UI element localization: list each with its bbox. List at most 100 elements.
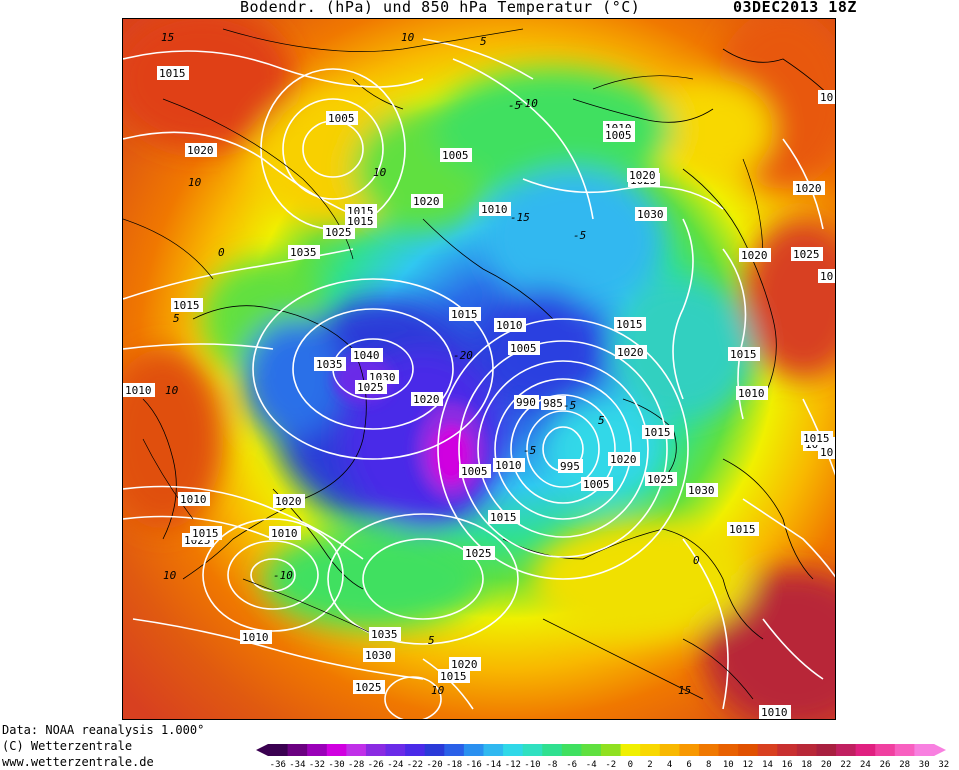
isobar-label: 1010 — [269, 526, 301, 540]
isobar-label: 1005 — [508, 341, 540, 355]
isobar-label: 1020 — [627, 168, 659, 182]
isobar-label: 1020 — [273, 494, 305, 508]
svg-text:1005: 1005 — [442, 149, 469, 162]
isobar-label: 1015 — [190, 526, 222, 540]
legend-tick-label: -28 — [348, 760, 364, 770]
legend-swatch — [640, 744, 661, 756]
legend-tick-label: -34 — [289, 760, 305, 770]
svg-text:1035: 1035 — [371, 628, 398, 641]
isotherm-label: 5 — [428, 634, 435, 647]
legend-tick-label: 2 — [647, 760, 652, 770]
legend-swatch — [620, 744, 641, 756]
legend-swatch — [424, 744, 445, 756]
isobar-label: 1020 — [185, 143, 217, 157]
isobar-label: 1010 — [494, 318, 526, 332]
isotherm-label-layer: 15 10105-5-10100-15-5510-1010-20-555100-5… — [161, 31, 700, 697]
legend-swatch — [855, 744, 876, 756]
legend-swatch — [385, 744, 406, 756]
isobar-label: 1005 — [581, 477, 613, 491]
isobar-label: 1015 — [642, 425, 674, 439]
isobar-label: 985 — [541, 396, 566, 410]
isobar-label-layer: 1015100510201015101510251035101510051020… — [123, 66, 835, 719]
isobar-label: 995 — [558, 459, 583, 473]
svg-text:1025: 1025 — [793, 248, 820, 261]
svg-text:1025: 1025 — [647, 473, 674, 486]
svg-text:1020: 1020 — [413, 393, 440, 406]
isobar-label: 1005 — [603, 128, 635, 142]
legend-arrow-high — [934, 744, 946, 756]
svg-text:1015: 1015 — [644, 426, 671, 439]
legend-swatch — [522, 744, 543, 756]
legend-tick-label: -4 — [586, 760, 597, 770]
legend-tick-label: -32 — [309, 760, 325, 770]
legend-swatch — [796, 744, 817, 756]
isotherm-label: 5 — [598, 414, 605, 427]
legend-swatch — [659, 744, 680, 756]
svg-text:1005: 1005 — [328, 112, 355, 125]
legend-swatch — [601, 744, 622, 756]
legend-tick-label: -20 — [426, 760, 442, 770]
isobar-label: 1015 — [438, 669, 470, 683]
legend-swatch — [287, 744, 308, 756]
svg-text:10: 10 — [820, 446, 833, 459]
legend-tick-label: -18 — [446, 760, 462, 770]
legend-swatch — [816, 744, 837, 756]
svg-text:10: 10 — [820, 270, 833, 283]
legend-swatch — [503, 744, 524, 756]
svg-text:990: 990 — [516, 396, 536, 409]
svg-text:1005: 1005 — [583, 478, 610, 491]
temperature-legend: -36 -34 -32 -30 -28 -26 -24 -22 -20 -18 -16 -14 -12-… — [256, 740, 958, 770]
isotherm-label: 15 — [678, 684, 691, 697]
legend-tick-label: 12 — [742, 760, 753, 770]
svg-text:1025: 1025 — [325, 226, 352, 239]
svg-text:1035: 1035 — [290, 246, 317, 259]
svg-text:1015: 1015 — [616, 318, 643, 331]
svg-text:1020: 1020 — [629, 169, 656, 182]
data-source-note: Data: NOAA reanalysis 1.000° — [2, 723, 205, 737]
legend-tick-label: 8 — [706, 760, 711, 770]
isotherm-label: 10 — [163, 569, 177, 582]
website-link[interactable]: www.wetterzentrale.de — [2, 755, 154, 769]
isobar-label: 1025 — [353, 680, 385, 694]
legend-swatch — [326, 744, 347, 756]
isobar-label: 1015 — [488, 510, 520, 524]
svg-text:1005: 1005 — [605, 129, 632, 142]
svg-text:1025: 1025 — [355, 681, 382, 694]
isotherm-label: -10 — [273, 569, 293, 582]
isotherm-label: 0 — [693, 554, 700, 567]
isotherm-label: -20 — [453, 349, 473, 362]
isobar-label: 1010 — [240, 630, 272, 644]
legend-swatch — [561, 744, 582, 756]
isobar-label: 1020 — [411, 194, 443, 208]
svg-text:1010: 1010 — [125, 384, 152, 397]
svg-text:1015: 1015 — [729, 523, 756, 536]
legend-tick-label: 6 — [686, 760, 691, 770]
svg-text:1020: 1020 — [610, 453, 637, 466]
legend-swatch — [718, 744, 739, 756]
svg-text:1020: 1020 — [741, 249, 768, 262]
isobar-label: 1005 — [440, 148, 472, 162]
legend-tick-label: 26 — [880, 760, 891, 770]
legend-tick-label: 28 — [899, 760, 910, 770]
isobar-label: 1015 — [157, 66, 189, 80]
legend-tick-label: -22 — [407, 760, 423, 770]
isobar-label: 1040 — [351, 348, 383, 362]
svg-text:1010: 1010 — [738, 387, 765, 400]
legend-swatch — [483, 744, 504, 756]
isobar-label: 1005 — [326, 111, 358, 125]
date-stamp: 03DEC2013 18Z — [733, 0, 857, 16]
legend-swatch — [405, 744, 426, 756]
legend-tick-label: -8 — [547, 760, 558, 770]
legend-tick-label: -10 — [524, 760, 540, 770]
isobar-label: 1015 — [345, 214, 377, 228]
svg-text:1030: 1030 — [637, 208, 664, 221]
legend-swatch — [346, 744, 367, 756]
svg-text:1020: 1020 — [795, 182, 822, 195]
legend-arrow-low — [256, 744, 268, 756]
isobar-label: 1035 — [288, 245, 320, 259]
isobar-label: 10 — [818, 445, 835, 459]
svg-text:1030: 1030 — [688, 484, 715, 497]
legend-swatch — [365, 744, 387, 756]
legend-tick-label: -30 — [328, 760, 344, 770]
legend-swatch — [268, 744, 289, 756]
